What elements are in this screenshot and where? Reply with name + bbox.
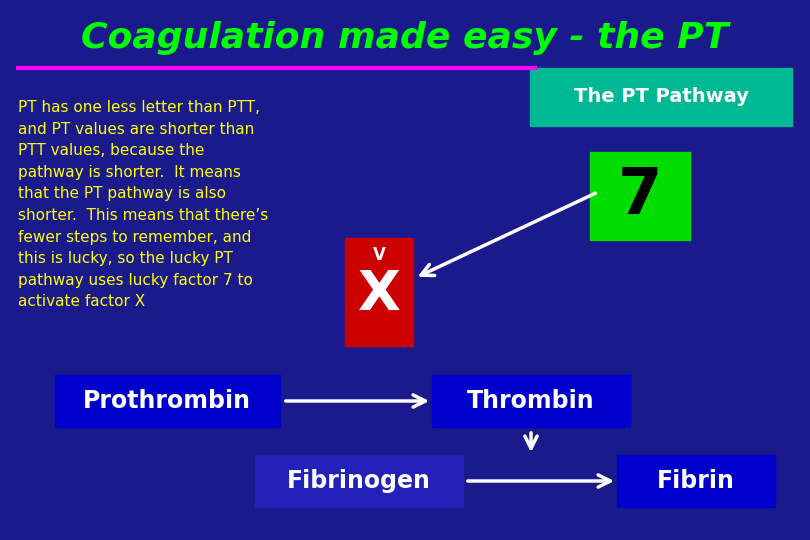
FancyBboxPatch shape [345, 238, 413, 346]
Text: X: X [358, 268, 400, 322]
FancyBboxPatch shape [530, 68, 792, 126]
Text: Fibrin: Fibrin [657, 469, 735, 493]
FancyBboxPatch shape [55, 375, 280, 427]
FancyBboxPatch shape [432, 375, 630, 427]
Text: PT has one less letter than PTT,
and PT values are shorter than
PTT values, beca: PT has one less letter than PTT, and PT … [18, 100, 268, 309]
Text: V: V [373, 246, 386, 264]
FancyBboxPatch shape [255, 455, 463, 507]
FancyBboxPatch shape [617, 455, 775, 507]
Text: Fibrinogen: Fibrinogen [287, 469, 431, 493]
Text: 7: 7 [618, 165, 663, 227]
Text: Prothrombin: Prothrombin [83, 389, 251, 413]
Text: Thrombin: Thrombin [467, 389, 595, 413]
Text: Coagulation made easy - the PT: Coagulation made easy - the PT [81, 21, 729, 55]
FancyBboxPatch shape [590, 152, 690, 240]
Text: The PT Pathway: The PT Pathway [573, 87, 748, 106]
